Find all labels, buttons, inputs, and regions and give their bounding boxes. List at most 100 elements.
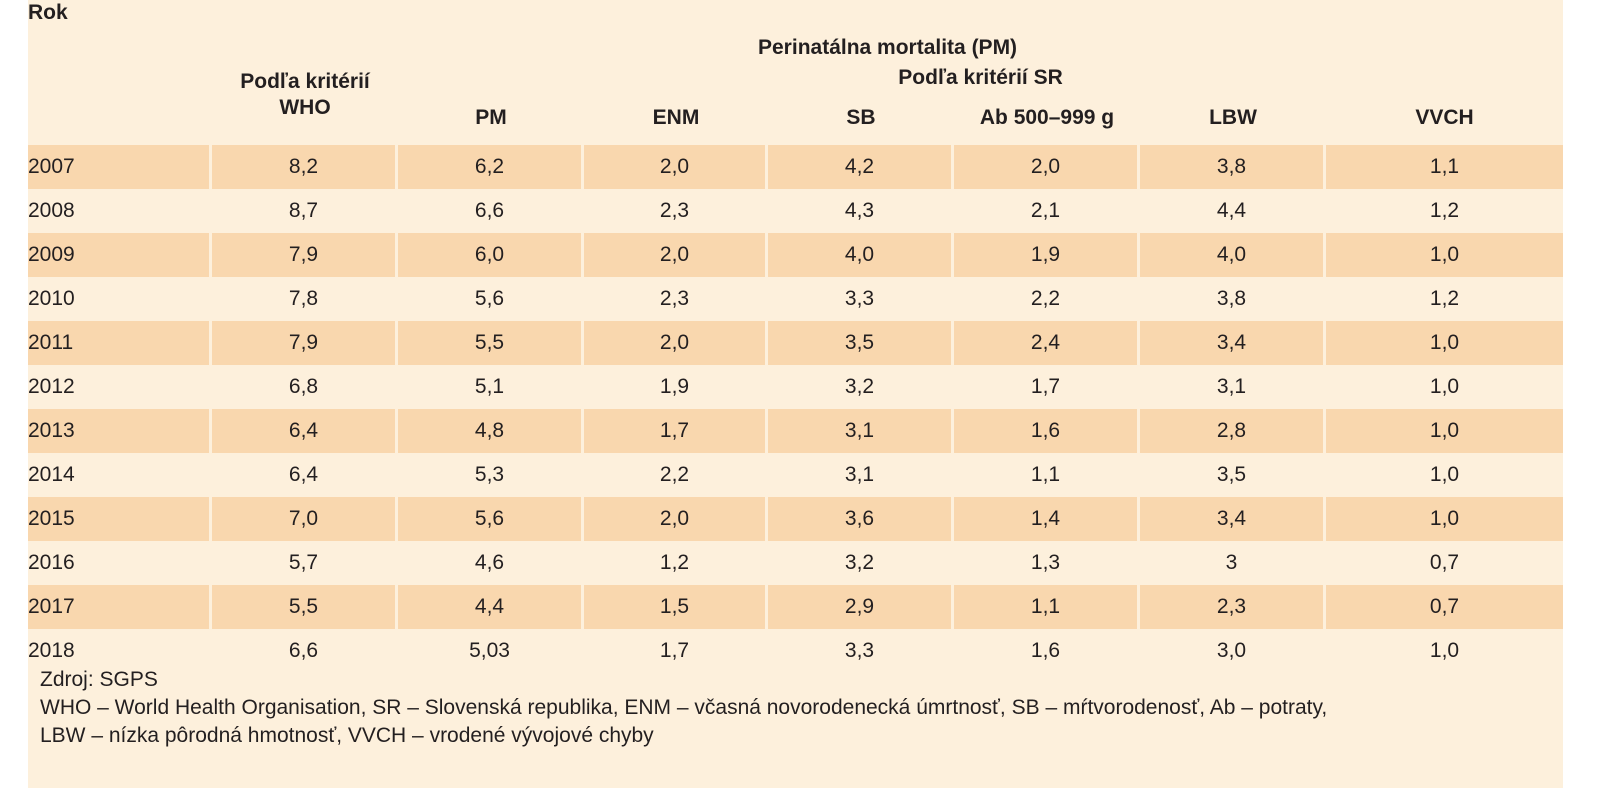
value-cell: 1,0: [1326, 453, 1564, 497]
value-cell: 8,7: [212, 189, 398, 233]
value-cell: 1,0: [1326, 365, 1564, 409]
value-cell: 5,5: [212, 585, 398, 629]
year-cell: 2009: [28, 233, 212, 277]
header-col: SB: [768, 91, 954, 145]
value-cell: 3: [1140, 541, 1326, 585]
value-cell: 1,2: [1326, 189, 1564, 233]
value-cell: 3,5: [1140, 453, 1326, 497]
value-cell: 6,6: [398, 189, 584, 233]
value-cell: 2,0: [584, 145, 768, 189]
value-cell: 3,3: [768, 277, 954, 321]
year-cell: 2010: [28, 277, 212, 321]
header-col: Ab 500–999 g: [954, 91, 1140, 145]
value-cell: 1,1: [1326, 145, 1564, 189]
header-who: Podľa kritérií WHO: [212, 65, 398, 145]
value-cell: 7,0: [212, 497, 398, 541]
value-cell: 5,3: [398, 453, 584, 497]
value-cell: 3,2: [768, 365, 954, 409]
table-row: 2011 7,9 5,5 2,0 3,5 2,4 3,4 1,0: [28, 321, 1564, 365]
value-cell: 2,1: [954, 189, 1140, 233]
value-cell: 7,8: [212, 277, 398, 321]
year-cell: 2014: [28, 453, 212, 497]
value-cell: 1,4: [954, 497, 1140, 541]
value-cell: 1,7: [954, 365, 1140, 409]
value-cell: 5,5: [398, 321, 584, 365]
header-year: Rok: [28, 0, 212, 145]
source-note: Zdroj: SGPS: [40, 668, 158, 691]
value-cell: 1,6: [954, 409, 1140, 453]
table-notes: Zdroj: SGPS WHO – World Health Organisat…: [40, 666, 1550, 750]
table-row: 2010 7,8 5,6 2,3 3,3 2,2 3,8 1,2: [28, 277, 1564, 321]
value-cell: 2,0: [954, 145, 1140, 189]
value-cell: 1,7: [584, 409, 768, 453]
value-cell: 0,7: [1326, 585, 1564, 629]
value-cell: 4,0: [768, 233, 954, 277]
value-cell: 4,6: [398, 541, 584, 585]
value-cell: 1,7: [584, 629, 768, 673]
year-cell: 2013: [28, 409, 212, 453]
table-row: 2018 6,6 5,03 1,7 3,3 1,6 3,0 1,0: [28, 629, 1564, 673]
value-cell: 2,3: [1140, 585, 1326, 629]
perinatal-mortality-table: Rok Perinatálna mortalita (PM) Podľa kri…: [28, 0, 1564, 673]
abbreviations-line-2: LBW – nízka pôrodná hmotnosť, VVCH – vro…: [40, 724, 654, 747]
value-cell: 1,0: [1326, 629, 1564, 673]
value-cell: 4,3: [768, 189, 954, 233]
value-cell: 6,4: [212, 409, 398, 453]
value-cell: 1,3: [954, 541, 1140, 585]
value-cell: 6,6: [212, 629, 398, 673]
value-cell: 2,4: [954, 321, 1140, 365]
value-cell: 7,9: [212, 233, 398, 277]
header-col: ENM: [584, 91, 768, 145]
year-cell: 2016: [28, 541, 212, 585]
header-who-line1: Podľa kritérií: [240, 70, 370, 93]
year-cell: 2012: [28, 365, 212, 409]
value-cell: 3,2: [768, 541, 954, 585]
year-cell: 2008: [28, 189, 212, 233]
value-cell: 2,2: [584, 453, 768, 497]
value-cell: 4,0: [1140, 233, 1326, 277]
table-row: 2016 5,7 4,6 1,2 3,2 1,3 3 0,7: [28, 541, 1564, 585]
value-cell: 1,9: [584, 365, 768, 409]
table-row: 2008 8,7 6,6 2,3 4,3 2,1 4,4 1,2: [28, 189, 1564, 233]
table-row: 2012 6,8 5,1 1,9 3,2 1,7 3,1 1,0: [28, 365, 1564, 409]
value-cell: 7,9: [212, 321, 398, 365]
value-cell: 2,0: [584, 233, 768, 277]
value-cell: 2,3: [584, 189, 768, 233]
value-cell: 3,4: [1140, 321, 1326, 365]
value-cell: 1,0: [1326, 321, 1564, 365]
value-cell: 5,6: [398, 497, 584, 541]
header-sr-group: Podľa kritérií SR: [398, 65, 1564, 91]
table-row: 2007 8,2 6,2 2,0 4,2 2,0 3,8 1,1: [28, 145, 1564, 189]
value-cell: 1,1: [954, 585, 1140, 629]
value-cell: 4,4: [398, 585, 584, 629]
value-cell: 3,1: [1140, 365, 1326, 409]
value-cell: 5,03: [398, 629, 584, 673]
value-cell: 3,3: [768, 629, 954, 673]
header-col: PM: [398, 91, 584, 145]
header-who-line2: WHO: [279, 96, 331, 119]
value-cell: 1,6: [954, 629, 1140, 673]
value-cell: 1,0: [1326, 409, 1564, 453]
value-cell: 3,8: [1140, 145, 1326, 189]
value-cell: 1,9: [954, 233, 1140, 277]
header-col: LBW: [1140, 91, 1326, 145]
value-cell: 2,9: [768, 585, 954, 629]
value-cell: 3,8: [1140, 277, 1326, 321]
value-cell: 3,0: [1140, 629, 1326, 673]
year-cell: 2017: [28, 585, 212, 629]
value-cell: 3,1: [768, 453, 954, 497]
value-cell: 6,2: [398, 145, 584, 189]
year-cell: 2007: [28, 145, 212, 189]
value-cell: 3,5: [768, 321, 954, 365]
value-cell: 1,0: [1326, 233, 1564, 277]
table-body: 2007 8,2 6,2 2,0 4,2 2,0 3,8 1,1 2008 8,7 6,6 2,3 4,…: [28, 145, 1564, 673]
abbreviations-line-1: WHO – World Health Organisation, SR – Sl…: [40, 696, 1328, 719]
table-row: 2013 6,4 4,8 1,7 3,1 1,6 2,8 1,0: [28, 409, 1564, 453]
value-cell: 1,2: [1326, 277, 1564, 321]
value-cell: 1,0: [1326, 497, 1564, 541]
table-row: 2015 7,0 5,6 2,0 3,6 1,4 3,4 1,0: [28, 497, 1564, 541]
value-cell: 2,0: [584, 497, 768, 541]
value-cell: 2,8: [1140, 409, 1326, 453]
value-cell: 2,2: [954, 277, 1140, 321]
table-row: 2009 7,9 6,0 2,0 4,0 1,9 4,0 1,0: [28, 233, 1564, 277]
